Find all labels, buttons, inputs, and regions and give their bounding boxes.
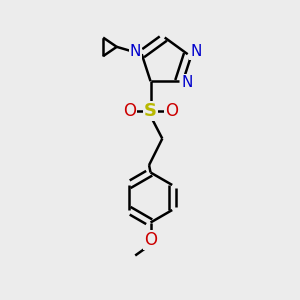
Text: O: O (165, 102, 178, 120)
Text: S: S (144, 102, 157, 120)
Text: O: O (123, 102, 136, 120)
Text: N: N (182, 75, 193, 90)
Text: N: N (190, 44, 202, 59)
Text: O: O (144, 231, 157, 249)
Text: N: N (130, 44, 141, 59)
